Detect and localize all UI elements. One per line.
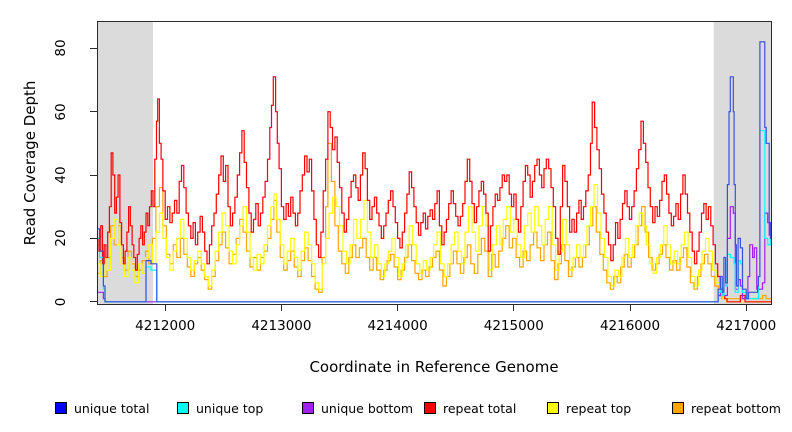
legend-item-unique-top: unique top bbox=[177, 399, 263, 417]
plot-canvas bbox=[97, 21, 772, 305]
legend-label: unique bottom bbox=[321, 400, 414, 416]
legend-item-unique-total: unique total bbox=[55, 399, 149, 417]
legend-item-repeat-bottom: repeat bottom bbox=[672, 399, 781, 417]
x-tick bbox=[745, 305, 747, 311]
y-tick-label: 80 bbox=[53, 39, 69, 57]
x-tick-label: 4215000 bbox=[483, 318, 544, 334]
legend-item-repeat-total: repeat total bbox=[424, 399, 516, 417]
y-tick-label: 20 bbox=[53, 229, 69, 248]
y-tick-label: 60 bbox=[53, 103, 69, 121]
legend-item-unique-bottom: unique bottom bbox=[302, 399, 413, 417]
x-tick bbox=[164, 305, 166, 311]
x-tick bbox=[280, 305, 282, 311]
y-axis-title: Read Coverage Depth bbox=[21, 80, 39, 246]
legend-label: repeat bottom bbox=[691, 400, 781, 416]
y-tick bbox=[90, 174, 97, 176]
y-tick bbox=[90, 111, 97, 113]
x-tick-label: 4216000 bbox=[599, 318, 661, 334]
legend-label: unique total bbox=[74, 400, 150, 416]
y-tick bbox=[90, 47, 97, 49]
x-axis-title: Coordinate in Reference Genome bbox=[309, 358, 559, 376]
series-unique-total bbox=[97, 41, 772, 303]
legend-swatch bbox=[302, 402, 314, 414]
y-tick bbox=[90, 301, 97, 303]
legend: unique total unique top unique bottom repea… bbox=[0, 399, 792, 417]
x-tick-label: 4213000 bbox=[251, 318, 312, 334]
series-repeat-top bbox=[97, 184, 772, 303]
x-tick bbox=[513, 305, 515, 311]
plot-border bbox=[97, 21, 772, 305]
legend-item-repeat-top: repeat top bbox=[547, 399, 631, 417]
legend-label: repeat top bbox=[566, 400, 632, 416]
legend-label: repeat total bbox=[443, 400, 517, 416]
x-tick-label: 4214000 bbox=[367, 318, 428, 334]
legend-swatch bbox=[424, 402, 436, 414]
legend-swatch bbox=[55, 402, 67, 414]
x-tick bbox=[397, 305, 399, 311]
x-tick-label: 4217000 bbox=[716, 318, 777, 334]
legend-swatch bbox=[672, 402, 684, 414]
y-tick-label: 40 bbox=[53, 166, 69, 184]
y-tick-label: 0 bbox=[53, 297, 69, 307]
y-tick bbox=[90, 237, 97, 239]
x-tick bbox=[629, 305, 631, 311]
plot-area bbox=[97, 21, 772, 305]
legend-label: unique top bbox=[196, 400, 264, 416]
legend-swatch bbox=[547, 402, 559, 414]
series-repeat-total bbox=[97, 76, 772, 303]
legend-swatch bbox=[177, 402, 189, 414]
x-tick-label: 4212000 bbox=[135, 318, 196, 334]
